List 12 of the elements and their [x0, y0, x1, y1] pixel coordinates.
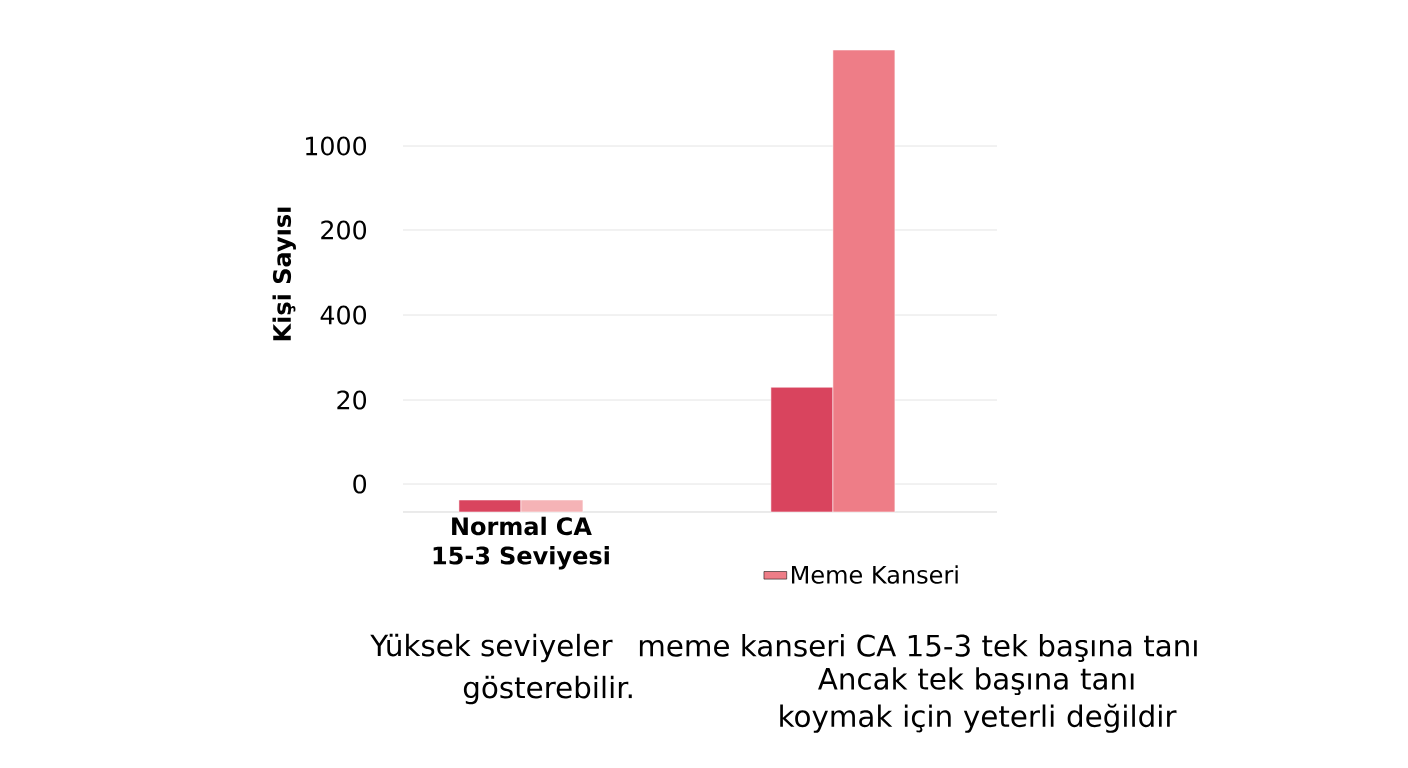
text: meme kanseri CA 15-3 tek başına tanı	[639, 634, 1197, 662]
legend-label: Meme Kanseri	[792, 565, 958, 584]
text: Yüksek seviyeler	[370, 633, 613, 663]
text: Ancak tek başına tanı koymak için yeterli değildir	[780, 667, 1177, 733]
x-tick-label: Normal CA 15-3 Seviyesi	[433, 516, 609, 570]
text: 1000	[306, 136, 367, 156]
text: gösterebilir.	[463, 675, 632, 705]
text: 200	[321, 220, 367, 240]
text: 0	[353, 474, 367, 494]
y-axis-title: Kişi Sayısı	[272, 207, 296, 341]
text: 400	[320, 305, 367, 325]
text: 20	[337, 390, 367, 410]
